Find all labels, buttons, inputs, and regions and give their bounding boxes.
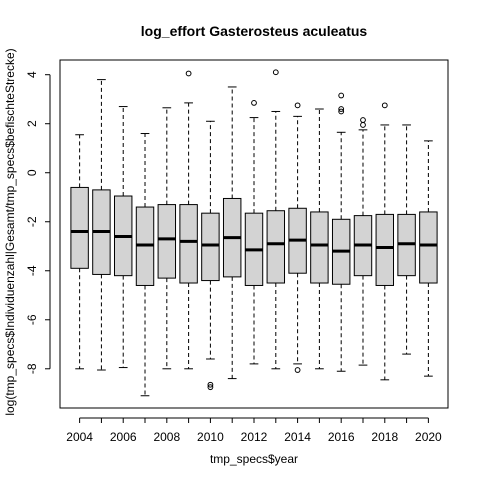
box-2010: [201, 120, 220, 391]
x-axis: 2004 2006 2008 2010 2012 2014 2016 2018 2020: [66, 417, 442, 444]
y-tick-label: -8: [25, 363, 39, 374]
y-tick-label: 2: [25, 120, 39, 127]
box-2017: [353, 117, 373, 366]
box-iqr: [157, 204, 177, 279]
outlier-point: [294, 102, 301, 109]
plot-frame: [59, 59, 449, 409]
box-2016: [331, 92, 351, 372]
x-tick-label: 2004: [66, 430, 93, 444]
outlier-point: [294, 367, 301, 373]
y-tick-label: -4: [25, 265, 39, 276]
outlier-point: [338, 92, 345, 99]
box-iqr: [201, 212, 220, 282]
box-2008: [157, 107, 177, 370]
box-2019: [397, 124, 416, 355]
x-tick-label: 2008: [153, 430, 180, 444]
box-iqr: [70, 186, 89, 269]
x-tick-label: 2016: [328, 430, 355, 444]
boxes-group: [70, 69, 438, 397]
outlier-point: [207, 384, 214, 391]
y-tick-label: 4: [25, 71, 39, 78]
chart-title: log_effort Gasterosteus aculeatus: [141, 23, 368, 39]
box-2014: [288, 102, 307, 373]
box-2007: [135, 133, 155, 397]
x-axis-label: tmp_specs$year: [210, 452, 298, 466]
box-iqr: [310, 211, 329, 284]
box-2013: [266, 69, 286, 370]
box-2015: [310, 108, 329, 370]
box-2006: [113, 106, 133, 369]
box-2005: [92, 79, 111, 371]
box-iqr: [179, 204, 198, 284]
box-2018: [375, 102, 395, 381]
x-tick-label: 2012: [241, 430, 268, 444]
outlier-point: [251, 99, 257, 106]
x-tick-label: 2014: [284, 430, 311, 444]
y-axis: -8 -6 -4 -2 0 2 4: [25, 71, 51, 374]
box-iqr: [266, 210, 286, 284]
outlier-point: [338, 108, 345, 115]
x-tick-label: 2010: [197, 430, 224, 444]
outlier-point: [272, 69, 279, 76]
outlier-point: [360, 117, 366, 123]
box-2009: [179, 70, 198, 370]
x-tick-label: 2020: [415, 430, 442, 444]
x-tick-label: 2018: [371, 430, 398, 444]
outlier-point: [360, 122, 366, 128]
box-2011: [222, 86, 242, 380]
outlier-point: [381, 102, 388, 109]
box-iqr: [375, 213, 395, 286]
box-2012: [244, 99, 264, 365]
outlier-point: [338, 106, 345, 112]
outlier-point: [207, 381, 214, 388]
box-2004: [70, 134, 89, 370]
y-axis-label: log(tmp_specs$Individuenzahl|Gesamt/tmp_…: [3, 48, 17, 415]
y-tick-label: 0: [25, 169, 39, 176]
box-iqr: [419, 211, 438, 284]
x-tick-label: 2006: [110, 430, 137, 444]
box-2020: [419, 140, 438, 377]
y-tick-label: -6: [25, 314, 39, 325]
y-tick-label: -2: [25, 216, 39, 227]
outlier-point: [185, 70, 192, 77]
